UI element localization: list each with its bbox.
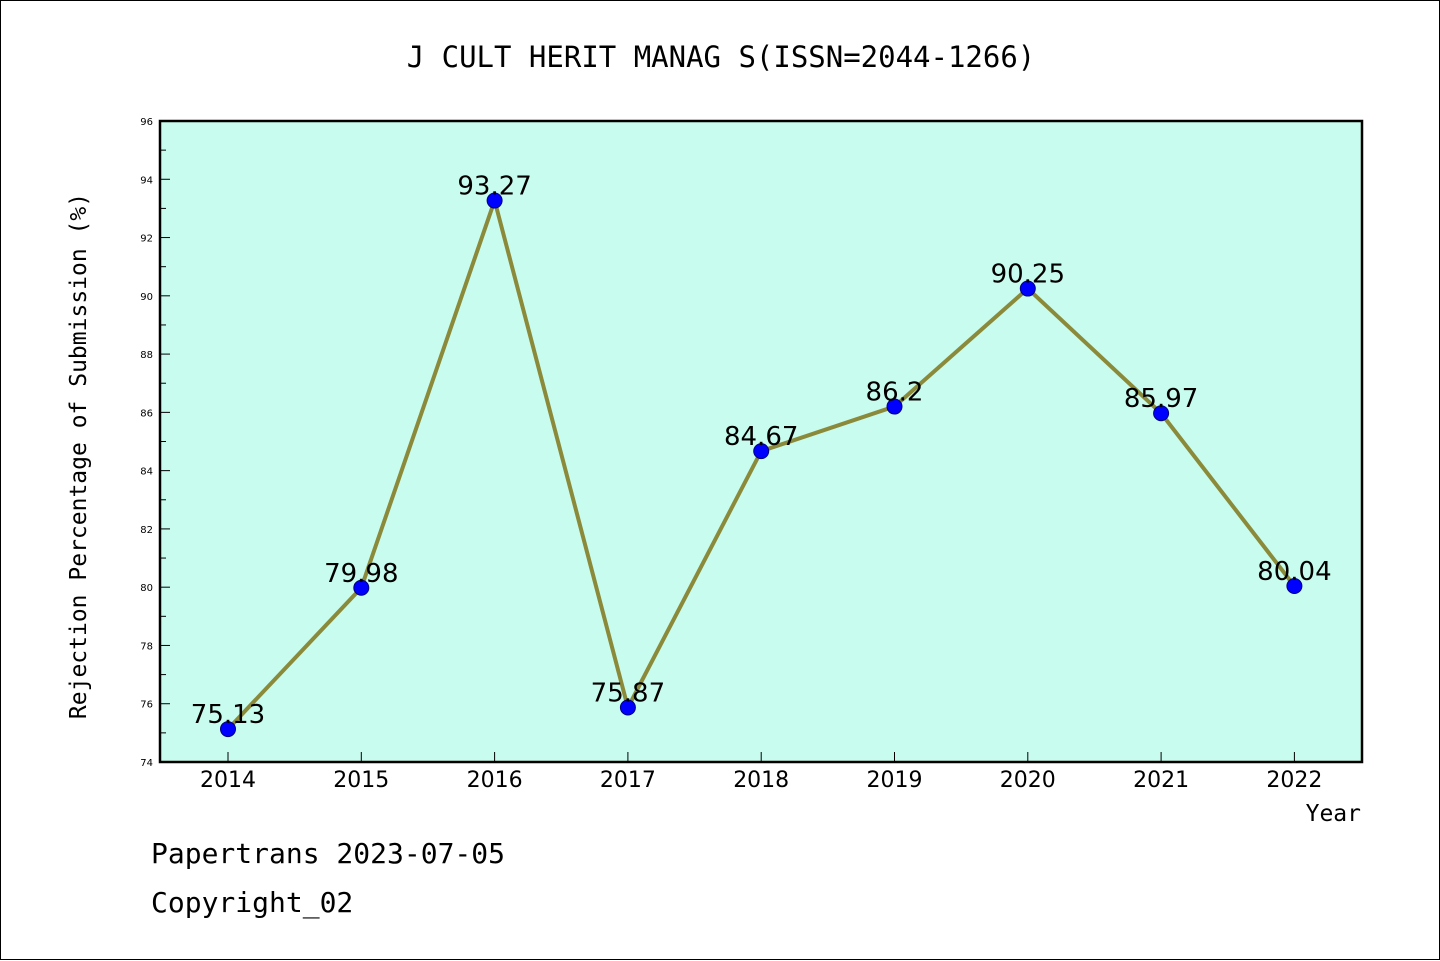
x-tick-label: 2022 bbox=[1266, 768, 1322, 793]
x-axis-label: Year bbox=[1306, 801, 1361, 827]
chart-title: J CULT HERIT MANAG S(ISSN=2044-1266) bbox=[407, 40, 1036, 74]
x-tick-label: 2018 bbox=[733, 768, 789, 793]
data-point bbox=[353, 579, 370, 596]
y-tick-label: 82 bbox=[140, 525, 153, 536]
y-tick-label: 90 bbox=[140, 292, 153, 303]
x-tick-label: 2021 bbox=[1133, 768, 1189, 793]
data-point bbox=[1019, 280, 1036, 297]
x-tick-label: 2015 bbox=[333, 768, 389, 793]
data-label: 85.97 bbox=[1124, 384, 1198, 414]
data-point bbox=[1286, 578, 1303, 595]
footer-date: Papertrans 2023-07-05 bbox=[151, 837, 506, 870]
footer-copyright: Copyright_02 bbox=[151, 886, 354, 919]
y-tick-label: 80 bbox=[140, 583, 153, 594]
x-tick-label: 2019 bbox=[867, 768, 923, 793]
data-label: 75.87 bbox=[591, 679, 665, 709]
data-label: 86.2 bbox=[866, 378, 924, 408]
data-label: 79.98 bbox=[324, 559, 398, 589]
data-label: 93.27 bbox=[457, 172, 531, 202]
y-tick-label: 78 bbox=[140, 641, 153, 652]
data-point bbox=[753, 443, 770, 460]
data-point bbox=[1153, 405, 1170, 422]
data-label: 84.67 bbox=[724, 422, 798, 452]
data-point bbox=[886, 398, 903, 415]
x-tick-label: 2016 bbox=[467, 768, 523, 793]
x-tick-label: 2017 bbox=[600, 768, 656, 793]
plot-area bbox=[158, 119, 1364, 764]
data-label: 75.13 bbox=[191, 700, 265, 730]
x-tick-label: 2020 bbox=[1000, 768, 1056, 793]
y-tick-label: 96 bbox=[140, 117, 153, 128]
y-tick-label: 94 bbox=[140, 175, 153, 186]
data-label: 80.04 bbox=[1257, 557, 1331, 587]
data-point bbox=[486, 192, 503, 209]
y-tick-label: 88 bbox=[140, 350, 153, 361]
data-point bbox=[220, 721, 236, 738]
y-tick-label: 76 bbox=[140, 700, 153, 711]
data-label: 90.25 bbox=[991, 260, 1065, 290]
y-tick-label: 74 bbox=[140, 758, 153, 769]
y-tick-label: 92 bbox=[140, 234, 153, 245]
data-point bbox=[619, 699, 636, 716]
x-tick-label: 2014 bbox=[200, 768, 256, 793]
y-tick-label: 84 bbox=[140, 467, 153, 478]
y-axis-label: Rejection Percentage of Submission (%) bbox=[66, 193, 92, 719]
y-tick-label: 86 bbox=[140, 408, 153, 419]
